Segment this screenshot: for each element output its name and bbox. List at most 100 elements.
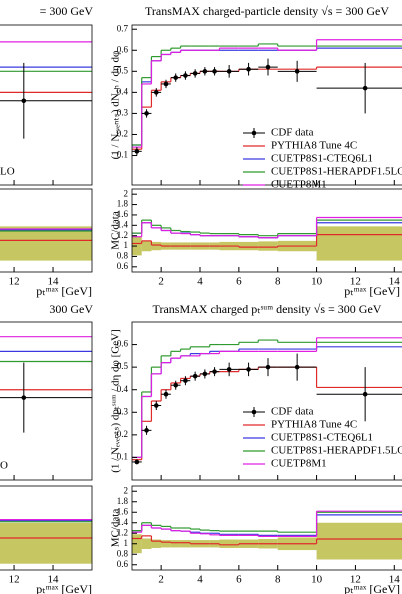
ratio-y-tick-label: 1 [124,240,129,250]
x-axis-label: pₜᵐᵃˣ [GeV] [36,284,92,298]
ratio-frame [131,188,402,273]
legend-label: CUETP8S1-CTEQ6L1 [271,432,373,444]
plot-frame [0,24,93,186]
ratio-y-tick-label: 1.4 [117,517,129,527]
data-point [226,367,232,372]
x-tick-label: 12 [9,574,20,586]
x-tick-label: 2 [158,276,164,288]
ratio-y-tick-label: 0.8 [117,548,129,558]
data-point [163,391,169,397]
ratio-frame [131,485,402,571]
ratio-axis-label: MC/data [110,211,122,250]
data-point [226,69,232,74]
data-point [183,73,188,78]
uncertainty-band [170,540,181,548]
data-point [246,367,251,372]
x-tick-label: 14 [48,276,60,288]
x-tick-label: 4 [197,574,203,586]
data-point [246,66,251,72]
y-tick-label: 0.7 [117,23,129,33]
data-point [21,395,27,400]
x-tick-label: 6 [236,276,242,288]
data-point [183,378,188,383]
y-axis-label: (1 / Nₑᵥₑₙₜₛ) dN꜀ₕ / dη dφ [110,51,122,160]
uncertainty-band [151,539,162,548]
chart-title: = 300 GeV [40,4,94,18]
data-point [192,71,198,76]
legend-label: CDF data [271,406,314,418]
chart-title: TransMAX charged pₜˢᵘᵐ density √s = 300 … [153,302,382,316]
ratio-y-tick-label: 1.2 [117,527,128,537]
data-point [144,111,149,116]
x-tick-label: 12 [350,276,361,288]
data-point [362,391,368,397]
uncertainty-band [180,540,191,548]
x-tick-label: 4 [197,276,203,288]
data-point [212,69,217,74]
legend-label: CUETP8M1 [271,458,327,470]
x-tick-label: 2 [158,574,164,586]
data-point [202,371,208,377]
x-axis-label: pₜᵐᵃˣ [GeV] [36,582,92,594]
y-tick-label: 0.4 [117,384,129,394]
data-point [294,69,300,74]
data-point [192,373,198,379]
data-point [362,85,368,91]
data-point [265,364,271,370]
y-tick-label: 0.6 [117,44,129,54]
legend-label: CUETP8S1-HERAPDF1.5LO [271,166,402,178]
data-point [134,149,140,154]
legend-label: CUETP8S1-CTEQ6L1 [271,153,373,165]
ratio-y-tick-label: 1.6 [117,506,129,516]
uncertainty-band [219,539,239,548]
legend-label: CDF data [271,127,314,139]
chart-title: TransMAX charged-particle density √s = 3… [145,4,389,18]
ratio-y-tick-label: 1 [124,538,129,548]
data-point [21,98,27,104]
plot-frame [131,321,402,481]
uncertainty-band [0,226,93,261]
x-axis-label: pₜᵐᵃˣ [GeV] [344,284,400,298]
y-tick-label: 0.5 [117,65,129,75]
ratio-y-tick-label: 2 [124,485,129,495]
y-tick-label: 0.6 [117,339,129,349]
data-point [163,81,169,87]
ratio-y-tick-label: 1.8 [117,199,129,209]
uncertainty-band [238,241,259,251]
legend-label: PYTHIA8 Tune 4C [271,419,357,431]
data-point [134,459,140,465]
x-tick-label: 12 [9,276,20,288]
y-axis-label: (1 / Nₑᵥₑₙₜₛ) dpₜˢᵘᵐ / dη dφ [GeV] [110,329,122,473]
ratio-frame [0,485,93,571]
plot-frame [131,24,402,186]
y-tick-label: 0.3 [117,406,129,416]
data-point [212,369,217,374]
ratio-frame [0,188,93,273]
uncertainty-band [141,240,152,252]
x-tick-label: 8 [275,574,281,586]
y-tick-label: 0.2 [117,129,128,139]
ratio-y-tick-label: 0.8 [117,251,129,261]
x-tick-label: 14 [389,276,401,288]
ratio-y-tick-label: 0.6 [117,559,129,569]
data-point [173,382,179,388]
uncertainty-band [316,226,402,261]
uncertainty-band [151,241,162,251]
y-tick-label: 0.1 [117,150,128,160]
ratio-y-tick-label: 2 [124,188,129,198]
legend-fragment: LO [0,166,15,178]
x-tick-label: 10 [311,574,323,586]
chart-title: 300 GeV [49,302,93,316]
legend-swatch [251,130,257,136]
legend-label: CUETP8M1 [271,179,327,191]
uncertainty-band [316,522,402,560]
y-tick-label: 0.1 [117,451,128,461]
ratio-y-tick-label: 1.2 [117,230,128,240]
data-point [294,364,300,370]
plot-frame [0,321,93,481]
ratio-axis-label: MC/data [110,509,122,548]
x-tick-label: 6 [236,574,242,586]
y-tick-label: 0.5 [117,361,129,371]
ratio-y-tick-label: 1.6 [117,209,129,219]
